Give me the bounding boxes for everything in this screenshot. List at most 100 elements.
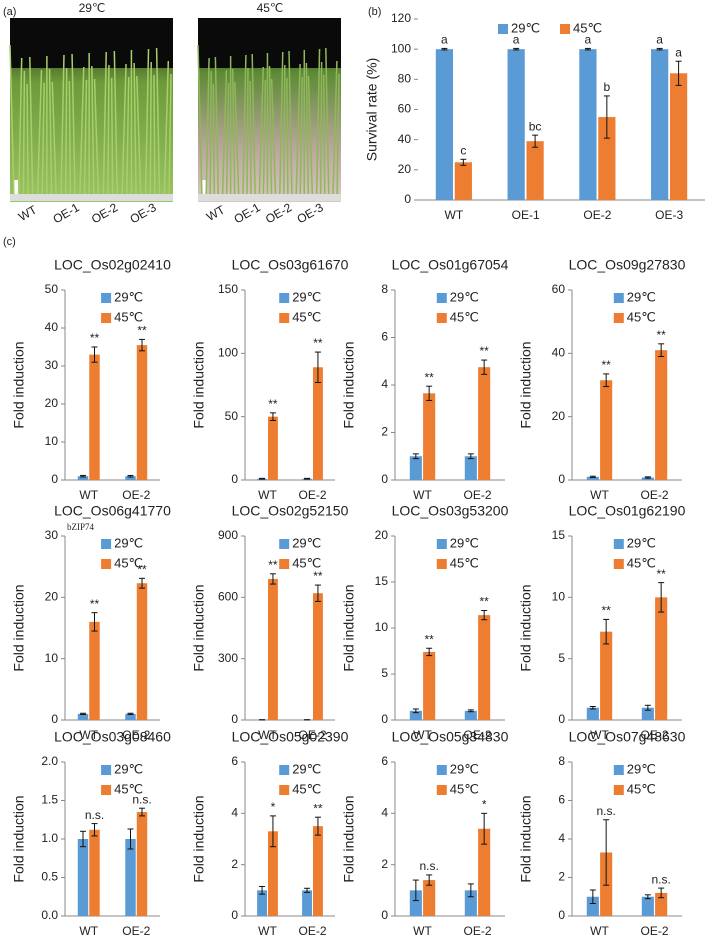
legend-swatch (436, 559, 447, 569)
x-tick-label: WT (413, 488, 432, 502)
y-tick-label: 100 (391, 41, 411, 55)
plant (305, 62, 310, 199)
plant (110, 77, 114, 199)
x-tick-label: OE-2 (122, 728, 150, 742)
chart-title: LOC_Os03g08460 (54, 729, 171, 745)
legend-label: 29℃ (511, 20, 540, 35)
y-axis-label: Survival rate (%) (364, 58, 380, 161)
bar (586, 476, 599, 480)
x-tick-label: OE-2 (640, 488, 668, 502)
x-tick-label: OE-1 (512, 208, 540, 222)
y-tick-label: 1.5 (41, 793, 58, 807)
y-tick-label: 0 (51, 472, 58, 486)
legend-label: 45℃ (450, 555, 479, 570)
y-tick-label: 50 (225, 409, 239, 423)
y-tick-label: 6 (381, 754, 388, 768)
bar (267, 831, 278, 916)
bar (409, 710, 422, 720)
plant (102, 51, 107, 199)
x-tick-label: OE-2 (640, 728, 668, 742)
bar (586, 707, 599, 720)
legend-label: 45℃ (292, 309, 321, 324)
bar (77, 476, 89, 480)
legend-swatch (436, 539, 447, 549)
panel-label: (a) (3, 6, 16, 18)
x-tick-label: OE-2 (122, 924, 150, 938)
annotation: * (482, 798, 487, 812)
plant (205, 57, 210, 199)
bar (423, 393, 436, 480)
y-tick-label: 50 (45, 282, 59, 296)
plant (121, 63, 127, 199)
legend-swatch (101, 785, 112, 795)
annotation: ** (268, 397, 278, 411)
annotation: n.s. (132, 792, 151, 806)
y-tick-label: 30 (45, 528, 59, 542)
legend-swatch (613, 559, 624, 569)
bar (651, 49, 669, 200)
legend-swatch (613, 539, 624, 549)
bar (267, 578, 278, 720)
plant (270, 78, 277, 199)
y-tick-label: 0.0 (41, 908, 58, 922)
y-tick-label: 2 (231, 857, 238, 871)
plant (107, 64, 110, 199)
chart-title: LOC_Os09g27830 (569, 257, 686, 273)
legend-label: 45℃ (627, 555, 656, 570)
y-tick-label: 150 (218, 282, 238, 296)
y-tick-label: 900 (218, 528, 238, 542)
chart-title: LOC_Os02g02410 (54, 257, 171, 273)
bar (89, 829, 100, 916)
bar (77, 713, 89, 720)
photo-label: OE-2 (89, 200, 121, 226)
bar (669, 73, 688, 200)
annotation: a (656, 33, 663, 47)
legend-swatch (560, 24, 570, 34)
plant (231, 68, 236, 199)
bar (579, 49, 597, 200)
bar (478, 367, 491, 480)
legend-label: 29℃ (114, 535, 143, 550)
y-tick-label: 0 (558, 472, 565, 486)
tray (198, 194, 341, 201)
bar (312, 593, 323, 720)
y-axis-label: Fold induction (341, 795, 357, 882)
annotation: ** (479, 595, 489, 609)
legend-swatch (436, 313, 447, 323)
legend-label: 45℃ (627, 309, 656, 324)
y-tick-label: 4 (558, 831, 565, 845)
plant (60, 54, 65, 199)
annotation: bc (529, 119, 542, 133)
legend-label: 29℃ (114, 761, 143, 776)
photo-title: 45℃ (257, 1, 284, 15)
y-axis-label: Fold induction (518, 341, 534, 428)
plant (29, 56, 34, 199)
plant (325, 47, 330, 199)
bar (409, 456, 422, 480)
y-tick-label: 15 (552, 528, 566, 542)
x-tick-label: OE-2 (640, 924, 668, 938)
plant (79, 66, 85, 199)
x-tick-label: WT (79, 924, 98, 938)
plant (26, 83, 29, 199)
bar (89, 354, 100, 480)
y-tick-label: 8 (558, 754, 565, 768)
bar (409, 890, 422, 916)
y-tick-label: 300 (218, 651, 238, 665)
tray (10, 194, 173, 201)
scale-bar (14, 180, 18, 195)
legend-swatch (498, 24, 508, 34)
x-tick-label: WT (413, 924, 432, 938)
plant (22, 70, 26, 199)
plant (48, 68, 53, 199)
annotation: n.s. (651, 872, 670, 886)
bar (302, 890, 313, 916)
y-tick-label: 60 (398, 102, 412, 116)
x-tick-label: WT (79, 488, 98, 502)
y-tick-label: 20 (398, 162, 412, 176)
y-tick-label: 0 (404, 192, 411, 206)
annotation: ** (268, 558, 278, 572)
chart-title: LOC_Os06g41770 (54, 503, 171, 519)
y-tick-label: 0.5 (41, 870, 58, 884)
y-tick-label: 8 (381, 282, 388, 296)
